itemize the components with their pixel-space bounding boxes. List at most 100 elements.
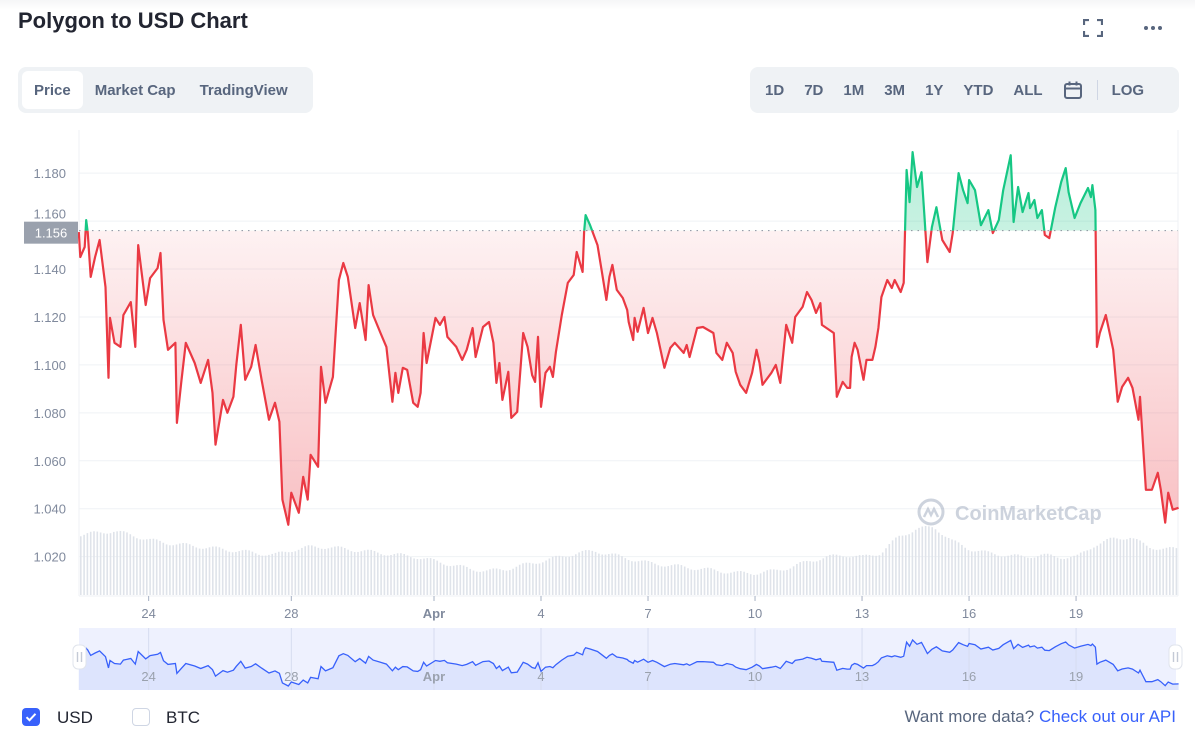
volume-bar (367, 549, 369, 595)
btc-checkbox[interactable] (132, 708, 150, 726)
volume-bar (743, 571, 745, 595)
volume-bar (914, 529, 917, 595)
volume-bar (888, 544, 891, 595)
volume-bar (872, 555, 874, 595)
volume-bar (918, 527, 920, 595)
navigator-tick-label: 13 (855, 669, 869, 684)
volume-bar (1020, 555, 1023, 595)
volume-bar (479, 571, 481, 595)
handle-left-grip[interactable] (72, 644, 87, 670)
log-scale-toggle[interactable]: LOG (1111, 81, 1145, 99)
volume-bar (1122, 539, 1125, 595)
range-1y[interactable]: 1Y (925, 81, 944, 99)
volume-bar (1175, 548, 1178, 595)
volume-bar (324, 548, 326, 595)
volume-bar (905, 535, 907, 595)
volume-bar (152, 538, 155, 595)
volume-bar (334, 546, 336, 595)
volume-bar (954, 540, 957, 595)
navigator-tick-label: 24 (141, 669, 155, 684)
volume-bar (284, 551, 287, 595)
api-link[interactable]: Check out our API (1038, 707, 1176, 726)
tab-tradingview[interactable]: TradingView (199, 81, 288, 99)
volume-bar (1106, 539, 1108, 595)
range-1m[interactable]: 1M (843, 81, 865, 99)
volume-bar (301, 547, 303, 595)
range-3m[interactable]: 3M (884, 81, 906, 99)
volume-bar (294, 551, 297, 595)
volume-bar (132, 536, 135, 595)
volume-bar (700, 568, 702, 595)
volume-bar (1043, 553, 1046, 595)
volume-bar (558, 555, 561, 595)
tab-market-cap[interactable]: Market Cap (94, 81, 176, 99)
volume-bar (495, 568, 498, 595)
volume-bar (987, 551, 990, 595)
volume-bar (561, 556, 564, 595)
volume-bar (518, 564, 521, 595)
volume-bar (423, 558, 425, 595)
fullscreen-button[interactable] (1081, 16, 1105, 40)
volume-bar (1000, 556, 1003, 595)
volume-bar (149, 538, 151, 595)
usd-checkbox[interactable] (22, 708, 40, 726)
range-all[interactable]: ALL (1013, 81, 1043, 99)
calendar-icon (1063, 81, 1082, 99)
navigator-handle-right[interactable] (1168, 644, 1183, 670)
volume-bar (377, 552, 379, 595)
volume-bar (452, 565, 455, 595)
volume-bar (938, 532, 940, 595)
volume-bar (594, 551, 597, 595)
volume-bar (763, 571, 765, 595)
navigator[interactable]: 24 28 Apr 4 7 10 13 16 19 (72, 628, 1183, 690)
range-ytd[interactable]: YTD (963, 81, 994, 99)
volume-bar (489, 569, 491, 595)
volume-bar (485, 570, 488, 595)
volume-bar (809, 561, 811, 595)
volume-bar (977, 550, 980, 595)
volume-bar (895, 537, 897, 595)
range-1d[interactable]: 1D (765, 81, 785, 99)
volume-bar (347, 549, 349, 595)
volume-bar (89, 531, 92, 595)
volume-bar (410, 557, 412, 595)
volume-bar (119, 530, 122, 595)
more-button[interactable] (1141, 16, 1165, 40)
volume-bar (386, 555, 389, 595)
navigator-tick-label: 4 (537, 669, 544, 684)
volume-bar (812, 561, 815, 595)
volume-bar (928, 526, 930, 595)
volume-bar (723, 573, 726, 595)
volume-bar (944, 536, 947, 595)
volume-bar (198, 548, 201, 595)
volume-bar (215, 546, 217, 595)
volume-bar (373, 550, 376, 595)
range-selector: 1D 7D 1M 3M 1Y YTD ALL LOG (750, 67, 1179, 113)
volume-bar (967, 550, 970, 595)
volume-bar (245, 549, 247, 595)
volume-bar (703, 568, 706, 595)
volume-bar (139, 539, 141, 595)
volume-bar (624, 558, 627, 595)
volume-bar (476, 571, 478, 595)
range-7d[interactable]: 7D (804, 81, 824, 99)
volume-bar (162, 542, 165, 595)
x-tick-label: 16 (962, 606, 976, 621)
volume-bar (964, 547, 966, 595)
btc-label: BTC (166, 708, 200, 727)
volume-bar (911, 532, 914, 595)
volume-bar (525, 562, 528, 595)
volume-bar (670, 565, 673, 595)
price-area-below (78, 230, 1179, 525)
volume-bar (380, 554, 382, 595)
volume-bar (621, 556, 623, 595)
volume-bar (535, 563, 537, 595)
volume-bar (1139, 540, 1141, 595)
volume-bar (1165, 547, 1168, 595)
handle-right-grip[interactable] (1168, 644, 1183, 670)
date-picker-button[interactable] (1053, 71, 1093, 109)
navigator-handle-left[interactable] (72, 644, 87, 670)
volume-bar (802, 561, 805, 595)
tab-price[interactable]: Price (22, 71, 83, 109)
